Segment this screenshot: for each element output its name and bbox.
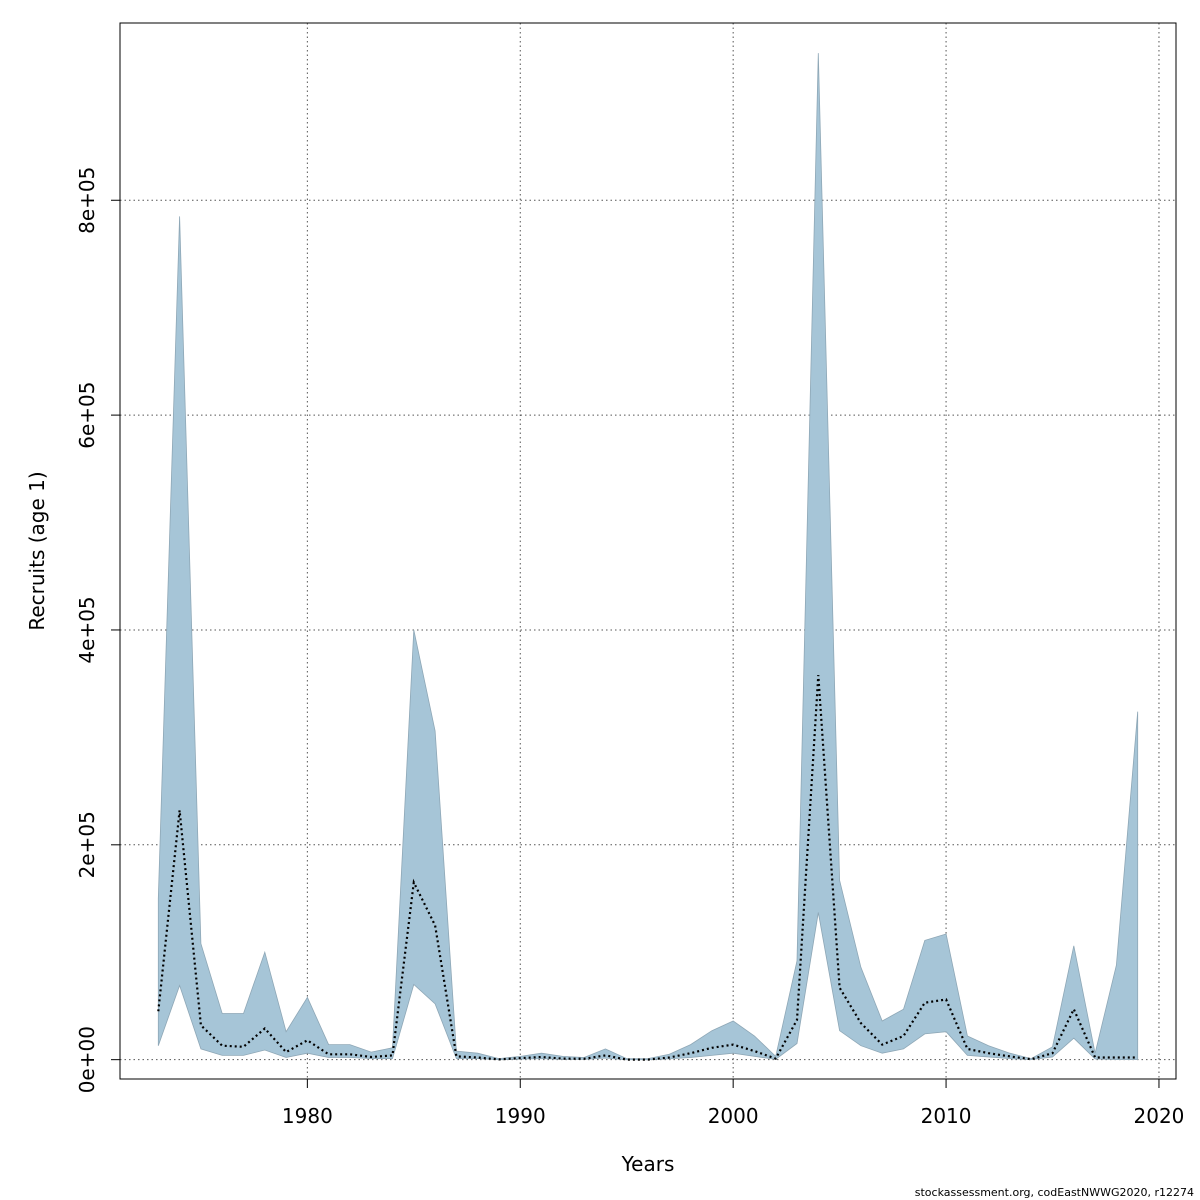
y-tick-label-800000: 8e+05 xyxy=(75,167,99,234)
y-axis-label: Recruits (age 1) xyxy=(25,471,49,630)
y-tick-label-600000: 6e+05 xyxy=(75,381,99,448)
x-tick-label-1990: 1990 xyxy=(495,1104,546,1128)
source-credit: stockassessment.org, codEastNWWG2020, r1… xyxy=(915,1186,1194,1199)
x-tick-label-2020: 2020 xyxy=(1134,1104,1185,1128)
gridlines xyxy=(120,23,1176,1079)
x-tick-label-2000: 2000 xyxy=(708,1104,759,1128)
x-tick-label-1980: 1980 xyxy=(282,1104,333,1128)
y-tick-label-200000: 2e+05 xyxy=(75,811,99,878)
confidence-band-layer xyxy=(157,53,1139,1061)
x-axis: 1980 1990 2000 2010 2020 xyxy=(282,1078,1185,1128)
y-tick-label-400000: 4e+05 xyxy=(75,596,99,663)
confidence-band xyxy=(157,53,1139,1061)
x-tick-label-2010: 2010 xyxy=(921,1104,972,1128)
plot-frame xyxy=(119,22,1177,1080)
estimate-series-line xyxy=(157,675,1138,1061)
y-axis: 0e+00 2e+05 4e+05 6e+05 8e+05 xyxy=(75,167,121,1093)
estimate-line-layer xyxy=(157,675,1138,1061)
y-tick-label-0: 0e+00 xyxy=(75,1026,99,1093)
x-axis-label: Years xyxy=(621,1152,675,1176)
